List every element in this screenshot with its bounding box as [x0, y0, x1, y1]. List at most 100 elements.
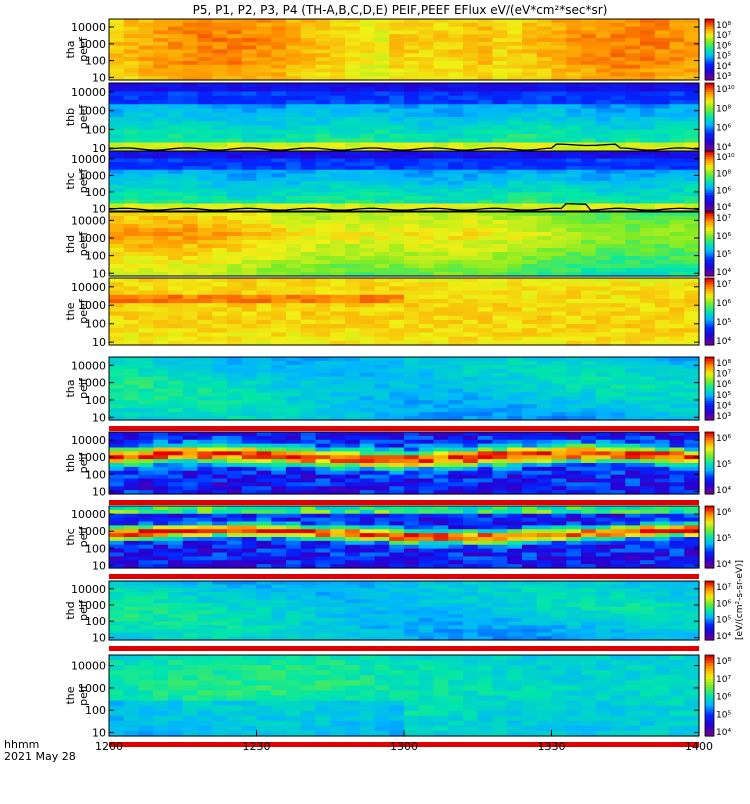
status-bar-white	[109, 423, 699, 426]
spectrogram-cell	[301, 385, 316, 390]
spectrogram-cell	[434, 392, 449, 397]
spectrogram-cell	[434, 19, 449, 23]
spectrogram-cell	[655, 404, 670, 409]
spectrogram-cell	[109, 151, 124, 155]
spectrogram-cell	[493, 291, 508, 296]
spectrogram-cell	[271, 130, 286, 135]
spectrogram-cell	[463, 57, 478, 61]
spectrogram-cell	[655, 486, 670, 490]
spectrogram-cell	[581, 248, 596, 253]
spectrogram-cell	[655, 332, 670, 337]
spectrogram-cell	[670, 295, 685, 300]
spectrogram-cell	[640, 444, 655, 448]
spectrogram-cell	[301, 34, 316, 38]
spectrogram-cell	[316, 467, 331, 471]
spectrogram-cell	[124, 377, 139, 382]
spectrogram-cell	[198, 328, 213, 333]
spectrogram-cell	[389, 486, 404, 490]
spectrogram-cell	[404, 151, 419, 155]
spectrogram-cell	[212, 328, 227, 333]
spectrogram-cell	[434, 151, 449, 155]
spectrogram-cell	[345, 404, 360, 409]
spectrogram-cell	[124, 65, 139, 69]
spectrogram-cell	[552, 467, 567, 471]
spectrogram-cell	[153, 545, 168, 549]
spectrogram-cell	[168, 282, 183, 287]
spectrogram-cell	[257, 196, 272, 200]
spectrogram-cell	[345, 396, 360, 401]
spectrogram-cell	[684, 264, 699, 269]
spectrogram-cell	[257, 316, 272, 321]
spectrogram-cell	[360, 134, 375, 139]
spectrogram-cell	[596, 479, 611, 483]
spectrogram-cell	[463, 177, 478, 181]
spectrogram-cell	[183, 286, 198, 291]
spectrogram-cell	[212, 436, 227, 440]
spectrogram-cell	[611, 159, 626, 163]
spectrogram-cell	[493, 408, 508, 413]
spectrogram-cell	[640, 479, 655, 483]
spectrogram-cell	[330, 396, 345, 401]
spectrogram-cell	[522, 440, 537, 444]
spectrogram-cell	[286, 455, 301, 459]
spectrogram-cell	[463, 312, 478, 317]
spectrogram-cell	[212, 151, 227, 155]
spectrogram-cell	[212, 307, 227, 312]
spectrogram-cell	[330, 177, 345, 181]
spectrogram-cell	[493, 385, 508, 390]
spectrogram-cell	[655, 155, 670, 159]
spectrogram-cell	[124, 256, 139, 261]
spectrogram-cell	[552, 162, 567, 166]
spectrogram-cell	[301, 248, 316, 253]
spectrogram-cell	[168, 369, 183, 374]
spectrogram-cell	[566, 96, 581, 101]
spectrogram-cell	[286, 444, 301, 448]
spectrogram-cell	[493, 151, 508, 155]
spectrogram-cell	[463, 155, 478, 159]
spectrogram-cell	[124, 134, 139, 139]
spectrogram-cell	[507, 369, 522, 374]
spectrogram-cell	[670, 38, 685, 42]
spectrogram-cell	[198, 216, 213, 221]
spectrogram-cell	[109, 282, 124, 287]
spectrogram-cell	[655, 412, 670, 417]
spectrogram-cell	[109, 134, 124, 139]
spectrogram-cell	[566, 196, 581, 200]
spectrogram-cell	[625, 185, 640, 189]
spectrogram-cell	[168, 159, 183, 163]
spectrogram-cell	[566, 369, 581, 374]
spectrogram-cell	[330, 19, 345, 23]
spectrogram-cell	[655, 38, 670, 42]
spectrogram-cell	[301, 113, 316, 118]
spectrogram-cell	[375, 248, 390, 253]
spectrogram-cell	[212, 92, 227, 97]
spectrogram-cell	[448, 96, 463, 101]
spectrogram-cell	[124, 143, 139, 148]
spectrogram-cell	[389, 252, 404, 257]
spectrogram-cell	[389, 177, 404, 181]
spectrogram-cell	[124, 412, 139, 417]
spectrogram-cell	[611, 286, 626, 291]
spectrogram-cell	[640, 381, 655, 386]
spectrogram-cell	[655, 138, 670, 143]
spectrogram-cell	[625, 236, 640, 241]
spectrogram-cell	[655, 181, 670, 185]
spectrogram-cell	[389, 295, 404, 300]
spectrogram-cell	[375, 130, 390, 135]
spectrogram-cell	[611, 42, 626, 46]
spectrogram-cell	[168, 50, 183, 54]
spectrogram-cell	[566, 377, 581, 382]
spectrogram-cell	[448, 181, 463, 185]
spectrogram-cell	[242, 155, 257, 159]
spectrogram-cell	[625, 291, 640, 296]
spectrogram-cell	[552, 113, 567, 118]
spectrogram-cell	[198, 556, 213, 560]
spectrogram-cell	[611, 57, 626, 61]
spectrogram-cell	[581, 212, 596, 217]
spectrogram-cell	[537, 30, 552, 34]
spectrogram-cell	[242, 396, 257, 401]
spectrogram-cell	[227, 467, 242, 471]
spectrogram-cell	[242, 324, 257, 329]
spectrogram-cell	[198, 159, 213, 163]
spectrogram-cell	[522, 299, 537, 304]
